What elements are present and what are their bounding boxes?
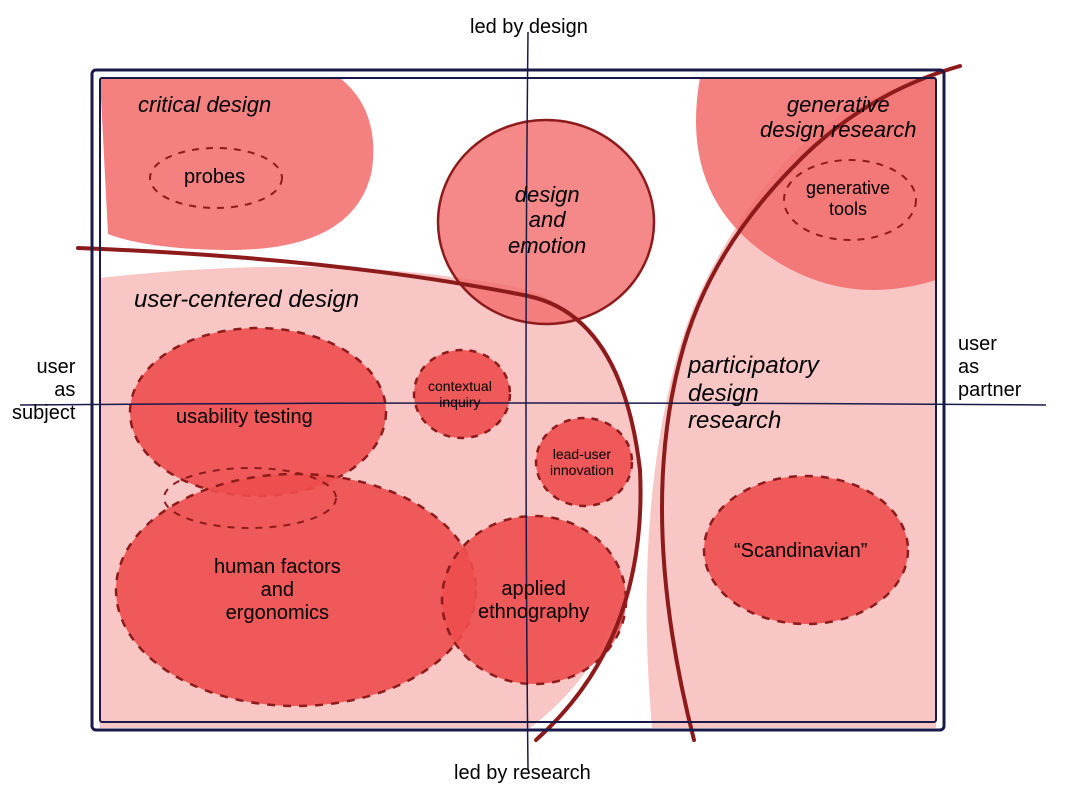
- bubble-usability-testing-label: usability testing: [176, 406, 313, 429]
- axis-left-label: user as subject: [12, 356, 75, 425]
- bubble-applied-ethnography-label: applied ethnography: [478, 578, 589, 624]
- bubble-contextual-inquiry-label: contextual inquiry: [428, 378, 492, 410]
- axis-top-label: led by design: [470, 16, 588, 39]
- bubble-lead-user-label: lead-user innovation: [550, 446, 614, 478]
- diagram-stage: led by design led by research user as su…: [0, 0, 1066, 800]
- axis-right-label: user as partner: [958, 333, 1021, 402]
- axis-bottom-label: led by research: [454, 762, 591, 785]
- region-participatory-label: participatory design research: [688, 352, 819, 435]
- bubble-generative-tools-label: generative tools: [806, 178, 890, 219]
- bubble-design-emotion-label: design and emotion: [508, 182, 586, 258]
- bubble-human-factors-label: human factors and ergonomics: [214, 556, 341, 625]
- bubble-scandinavian-label: “Scandinavian”: [734, 540, 867, 563]
- bubble-generative-research-label: generative design research: [760, 92, 917, 143]
- bubble-probes-label: probes: [184, 166, 245, 189]
- bubble-critical-design-label: critical design: [138, 92, 271, 117]
- region-user-centered-label: user-centered design: [134, 286, 359, 314]
